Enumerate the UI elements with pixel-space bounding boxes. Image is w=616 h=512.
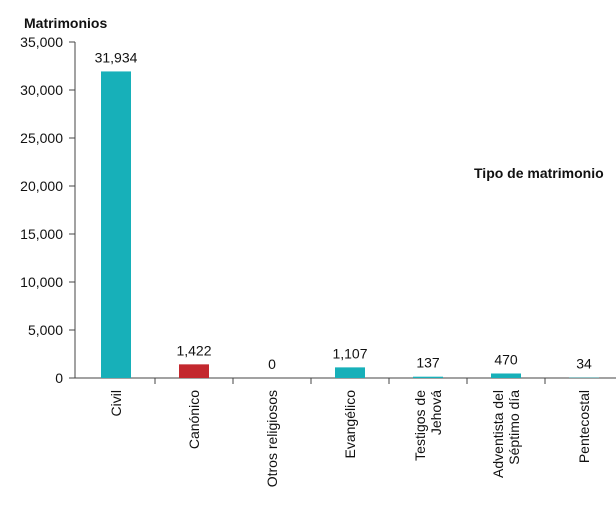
bar: [335, 367, 365, 378]
bar: [491, 373, 521, 378]
y-tick-label: 5,000: [28, 322, 63, 338]
x-tick-label: Canónico: [186, 390, 202, 449]
value-label: 31,934: [95, 49, 138, 65]
y-axis-title: Matrimonios: [24, 15, 107, 31]
x-axis-title: Tipo de matrimonio: [474, 165, 604, 181]
y-tick-label: 15,000: [20, 226, 63, 242]
value-label: 34: [576, 356, 592, 372]
value-label: 1,107: [332, 345, 367, 361]
y-tick-label: 10,000: [20, 274, 63, 290]
value-label: 1,422: [176, 342, 211, 358]
y-tick-label: 30,000: [20, 82, 63, 98]
x-tick-label: Civil: [108, 390, 124, 416]
x-tick-label: Pentecostal: [576, 390, 592, 463]
x-tick-label: Testigos deJehová: [412, 390, 444, 461]
x-tick-label: Otros religiosos: [264, 390, 280, 487]
bar: [101, 71, 131, 379]
bar: [413, 376, 443, 378]
value-label: 470: [494, 351, 518, 367]
x-tick-label: Evangélico: [342, 390, 358, 459]
y-tick-label: 20,000: [20, 178, 63, 194]
bar: [179, 364, 209, 378]
y-tick-label: 25,000: [20, 130, 63, 146]
x-tick-label: Adventista delSéptimo día: [490, 390, 522, 478]
y-tick-label: 0: [55, 370, 63, 386]
value-label: 0: [268, 356, 276, 372]
y-tick-label: 35,000: [20, 34, 63, 50]
value-label: 137: [416, 355, 440, 371]
